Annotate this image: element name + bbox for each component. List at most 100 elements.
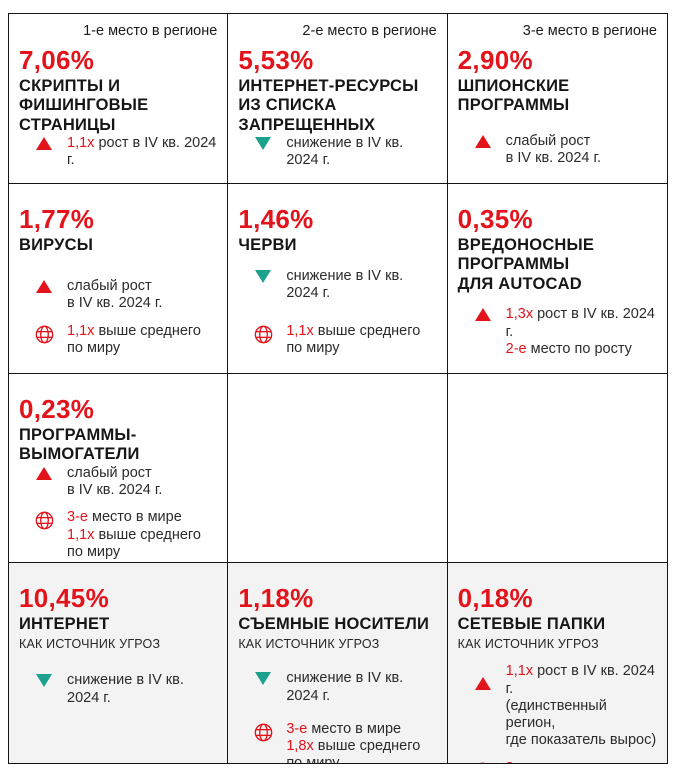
globe-icon: [479, 762, 486, 763]
indicator-line: в IV кв. 2024 г.: [505, 149, 602, 166]
percent-value: 1,77%: [19, 204, 95, 234]
indicator-text: снижение в IV кв. 2024 г.: [286, 268, 436, 303]
triangle-up-icon: [36, 466, 52, 480]
indicator-line: 2-е место по росту: [505, 340, 632, 357]
indicator-line: 1,1x рост в IV кв. 2024 г.: [505, 663, 655, 697]
world-indicator: 3-е место в мире 1,8x выше среднего по м…: [238, 721, 436, 763]
indicator-group: слабый рост в IV кв. 2024 г. 3-е место в…: [19, 465, 217, 561]
triangle-up-icon: [36, 137, 52, 151]
indicator-line: 3-е место в мире: [506, 760, 640, 763]
percent-value: 0,35%: [457, 204, 533, 234]
triangle-down-icon: [255, 672, 272, 686]
globe-icon: [254, 723, 273, 742]
percent-value: 0,18%: [457, 583, 533, 613]
indicator-group: слабый рост в IV кв. 2024 г.: [458, 133, 657, 168]
indicator-line: где показатель вырос): [505, 732, 657, 749]
indicator-text: снижение в IV кв. 2024 г.: [286, 670, 436, 705]
indicator-line: по миру: [286, 755, 420, 763]
indicator-text: 1,3x рост в IV кв. 2024 г. 2-е место по …: [506, 306, 657, 358]
indicator-line: 1,1x выше среднего: [286, 322, 421, 339]
threat-title: ШПИОНСКИЕ ПРОГРАММЫ: [457, 76, 570, 115]
indicator-line: 3-е место в мире: [67, 509, 182, 526]
threat-stats-table: 1-е место в регионе 7,06% СКРИПТЫ И ФИШИ…: [8, 13, 668, 764]
cell-viruses: 1,77% ВИРУСЫ слабый рост в IV кв. 2024 г…: [9, 184, 229, 374]
indicator-line: 1,1x рост в IV кв. 2024 г.: [67, 135, 217, 169]
indicator-text: 3-е место в мире 1,1x выше среднего по м…: [67, 509, 201, 561]
cell-spyware: 3-е место в регионе 2,90% ШПИОНСКИЕ ПРОГ…: [447, 14, 667, 184]
indicator-line: 1,8x выше среднего: [286, 738, 421, 755]
column-header-2: 2-е место в регионе: [302, 23, 437, 39]
globe-icon: [254, 325, 273, 343]
empty-cell: [447, 374, 667, 563]
threat-title: СЕТЕВЫЕ ПАПКИ: [457, 615, 606, 633]
triangle-up-icon: [36, 280, 52, 293]
triangle-down-icon: [255, 137, 272, 151]
indicator-line: в IV кв. 2024 г.: [67, 295, 163, 312]
indicator-text: 1,1x рост в IV кв. 2024 г. (единственный…: [506, 663, 657, 749]
cell-removable-media-source: 1,18% СЪЕМНЫЕ НОСИТЕЛИ КАК ИСТОЧНИК УГРО…: [228, 563, 448, 763]
indicator-group: снижение в IV кв. 2024 г.: [238, 135, 436, 170]
icon-box: [253, 270, 273, 283]
indicator-group: 1,1x рост в IV кв. 2024 г.: [19, 135, 217, 170]
cell-ransomware: 0,23% ПРОГРАММЫ- ВЫМОГАТЕЛИ слабый рост …: [9, 374, 229, 563]
world-indicator: 3-е место в мире 2,3x выше среднего по м…: [458, 760, 657, 763]
percent-value: 1,18%: [238, 583, 314, 613]
triangle-up-icon: [474, 677, 491, 691]
indicator-group: 1,3x рост в IV кв. 2024 г. 2-е место по …: [458, 306, 657, 358]
cell-network-folders-source: 0,18% СЕТЕВЫЕ ПАПКИ КАК ИСТОЧНИК УГРОЗ 1…: [447, 563, 667, 763]
indicator-text: 3-е место в мире 2,3x выше среднего по м…: [506, 760, 640, 763]
icon-box: [253, 723, 273, 742]
indicator-line: снижение в IV кв. 2024 г.: [286, 670, 404, 704]
triangle-up-icon: [474, 134, 491, 148]
indicator-text: 1,1x рост в IV кв. 2024 г.: [67, 135, 217, 170]
percent-value: 0,23%: [19, 394, 95, 424]
icon-box: [34, 280, 54, 293]
trend-indicator: снижение в IV кв. 2024 г.: [19, 672, 217, 707]
percent-value: 1,46%: [238, 204, 314, 234]
icon-box: [473, 762, 493, 763]
indicator-line: 1,3x рост в IV кв. 2024 г.: [505, 306, 655, 340]
indicator-text: слабый рост в IV кв. 2024 г.: [506, 133, 601, 168]
indicator-text: 1,1x выше среднего по миру: [67, 323, 201, 358]
indicator-line: (единственный регион,: [505, 697, 607, 732]
icon-box: [473, 677, 493, 691]
threat-title: ВИРУСЫ: [19, 236, 94, 254]
percent-value: 2,90%: [457, 44, 533, 75]
trend-indicator: 1,1x рост в IV кв. 2024 г.: [19, 135, 217, 170]
trend-indicator: 1,3x рост в IV кв. 2024 г. 2-е место по …: [458, 306, 657, 358]
indicator-line: снижение в IV кв. 2024 г.: [67, 672, 184, 706]
column-header-3: 3-е место в регионе: [522, 23, 657, 39]
trend-indicator: слабый рост в IV кв. 2024 г.: [19, 465, 217, 500]
icon-box: [34, 511, 54, 530]
indicator-line: слабый рост: [67, 464, 152, 481]
threat-subtitle: КАК ИСТОЧНИК УГРОЗ: [238, 637, 380, 652]
indicator-group: снижение в IV кв. 2024 г.: [19, 672, 217, 707]
indicator-line: в IV кв. 2024 г.: [67, 482, 163, 499]
threat-title: ВРЕДОНОСНЫЕ ПРОГРАММЫ ДЛЯ AUTOCAD: [457, 236, 595, 293]
indicator-line: слабый рост: [505, 132, 591, 149]
icon-box: [34, 325, 54, 344]
cell-banned-resources: 2-е место в регионе 5,53% ИНТЕРНЕТ-РЕСУР…: [228, 14, 448, 184]
threat-subtitle: КАК ИСТОЧНИК УГРОЗ: [457, 637, 599, 652]
percent-value: 10,45%: [19, 583, 109, 613]
indicator-line: по миру: [67, 339, 121, 356]
threat-title: ИНТЕРНЕТ: [19, 615, 110, 633]
indicator-text: 1,1x выше среднего по миру: [286, 323, 420, 358]
globe-icon: [35, 325, 53, 343]
icon-box: [473, 308, 493, 322]
empty-cell: [228, 374, 448, 563]
threat-title: ПРОГРАММЫ- ВЫМОГАТЕЛИ: [19, 426, 140, 464]
globe-icon: [35, 512, 53, 530]
icon-box: [34, 466, 54, 480]
indicator-line: 1,1x выше среднего: [67, 526, 201, 543]
percent-value: 5,53%: [238, 44, 314, 75]
icon-box: [34, 137, 54, 151]
world-indicator: 3-е место в мире 1,1x выше среднего по м…: [19, 509, 217, 561]
icon-box: [34, 674, 54, 688]
icon-box: [253, 137, 273, 151]
indicator-line: слабый рост: [67, 278, 152, 294]
indicator-group: слабый рост в IV кв. 2024 г. 1,1x выше с…: [19, 278, 217, 357]
indicator-line: 3-е место в мире: [286, 720, 402, 737]
trend-indicator: снижение в IV кв. 2024 г.: [238, 135, 436, 170]
trend-indicator: 1,1x рост в IV кв. 2024 г. (единственный…: [458, 663, 657, 749]
